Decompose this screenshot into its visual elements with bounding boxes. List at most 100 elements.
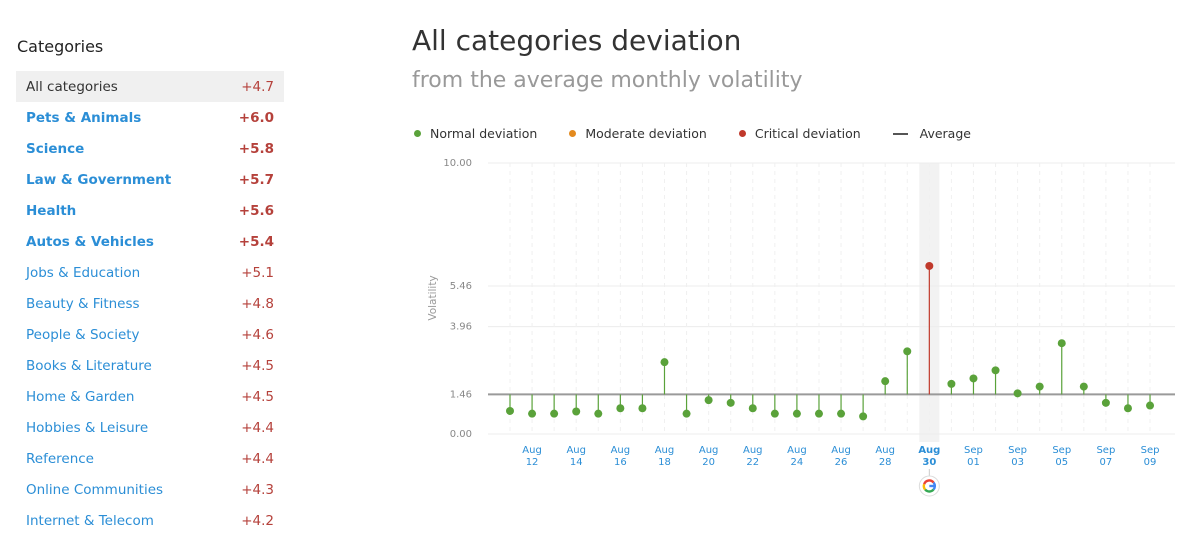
normal-point [726,398,735,407]
category-item[interactable]: Law & Government +5.7 [16,164,284,195]
legend-average-label: Average [919,126,971,141]
category-name: Health [26,202,77,219]
category-item[interactable]: Online Communities +4.3 [16,474,284,505]
x-tick-day: 14 [570,457,583,468]
x-tick-month: Sep [964,445,983,456]
legend-normal[interactable]: Normal deviation [414,126,537,141]
normal-point [638,404,647,413]
normal-point [814,409,823,418]
category-item[interactable]: People & Society +4.6 [16,319,284,350]
normal-point [550,409,559,418]
x-tick-month: Sep [1052,445,1071,456]
category-item[interactable]: Hobbies & Leisure +4.4 [16,412,284,443]
legend-normal-label: Normal deviation [430,126,538,141]
y-axis-label: Volatility [427,275,439,320]
category-item[interactable]: Pets & Animals +6.0 [16,102,284,133]
legend-moderate[interactable]: Moderate deviation [569,126,707,141]
google-g-icon[interactable] [918,475,940,497]
category-name: Books & Literature [26,357,152,374]
normal-point [616,404,625,413]
x-tick-day: 09 [1144,457,1157,468]
x-tick-day: 24 [791,457,804,468]
x-tick-day: 12 [526,457,539,468]
x-tick-month: Aug [743,445,763,456]
category-deviation-value: +5.6 [238,202,274,219]
normal-point [792,409,801,418]
x-tick-day: 28 [879,457,892,468]
category-deviation-value: +4.7 [241,78,274,95]
x-tick-month: Aug [655,445,675,456]
normal-point [969,374,978,383]
category-item[interactable]: Jobs & Education +5.1 [16,257,284,288]
legend-average[interactable]: Average [892,126,971,141]
normal-point [903,347,912,356]
average-line-icon [892,132,908,135]
x-tick-day: 16 [614,457,627,468]
x-tick-day: 03 [1011,457,1024,468]
normal-point [1123,404,1132,413]
x-tick-day: 26 [835,457,848,468]
category-name: Beauty & Fitness [26,295,140,312]
category-item[interactable]: Home & Garden +4.5 [16,381,284,412]
normal-point [947,379,956,388]
x-tick-month: Aug [566,445,586,456]
category-item[interactable]: Health +5.6 [16,195,284,226]
normal-point [1146,401,1155,410]
normal-point [1101,398,1110,407]
x-tick-day: 07 [1100,457,1113,468]
category-deviation-value: +6.0 [238,109,274,126]
x-tick-month: Aug [831,445,851,456]
x-tick-month: Sep [1096,445,1115,456]
normal-point [1013,389,1022,398]
x-tick-month: Aug [787,445,807,456]
category-name: People & Society [26,326,140,343]
category-item[interactable]: Science +5.8 [16,133,284,164]
category-deviation-value: +4.3 [241,481,274,498]
category-name: All categories [26,78,118,95]
x-tick-day: 01 [967,457,980,468]
normal-point [837,409,846,418]
normal-point [748,404,757,413]
category-item[interactable]: Reference +4.4 [16,443,284,474]
y-tick-label: 5.46 [450,281,472,292]
sidebar-title: Categories [17,37,104,56]
category-deviation-value: +4.5 [241,388,274,405]
category-deviation-value: +4.4 [241,450,274,467]
x-tick-day: 18 [658,457,671,468]
category-item[interactable]: All categories +4.7 [16,71,284,102]
category-name: Home & Garden [26,388,135,405]
legend-moderate-label: Moderate deviation [585,126,707,141]
y-tick-label: 1.46 [450,389,472,400]
category-item[interactable]: Internet & Telecom +4.2 [16,505,284,536]
x-tick-month: Aug [611,445,631,456]
volatility-chart: 10.005.463.961.460.00VolatilityAug12Aug1… [427,158,1175,497]
category-deviation-value: +4.5 [241,357,274,374]
category-name: Reference [26,450,94,467]
category-list: All categories +4.7 Pets & Animals +6.0 Scie… [16,71,284,536]
category-name: Law & Government [26,171,172,188]
x-tick-month: Sep [1008,445,1027,456]
category-deviation-value: +4.8 [241,295,274,312]
normal-point [1057,339,1066,348]
category-deviation-value: +5.8 [238,140,274,157]
y-tick-label: 0.00 [450,429,472,440]
x-tick-day: 20 [702,457,715,468]
normal-point [704,396,713,405]
category-name: Jobs & Education [26,264,141,281]
normal-point [506,406,514,415]
legend-critical[interactable]: Critical deviation [738,126,861,141]
category-item[interactable]: Beauty & Fitness +4.8 [16,288,284,319]
chart-legend: Normal deviation Moderate deviation Crit… [414,126,1003,141]
x-tick-month: Aug [522,445,542,456]
category-item[interactable]: Autos & Vehicles +5.4 [16,226,284,257]
x-tick-day: 22 [746,457,759,468]
x-tick-month: Sep [1141,445,1160,456]
critical-dot-icon [738,130,746,137]
normal-point [881,377,890,386]
y-tick-label: 3.96 [450,322,472,333]
category-name: Science [26,140,85,157]
category-name: Autos & Vehicles [26,233,154,250]
category-item[interactable]: Books & Literature +4.5 [16,350,284,381]
category-name: Pets & Animals [26,109,142,126]
x-tick-month: Aug [875,445,895,456]
